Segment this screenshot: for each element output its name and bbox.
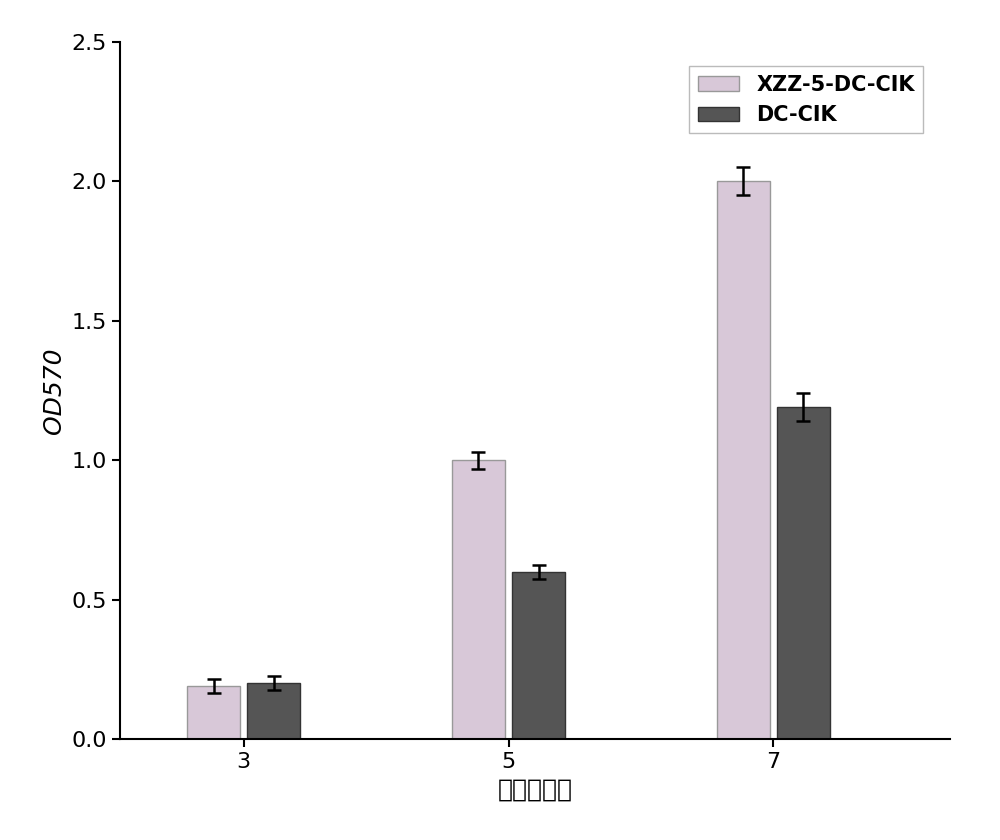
Bar: [777, 407, 830, 739]
X-axis label: 时间（天）: 时间（天）: [498, 778, 572, 802]
Legend: XZZ-5-DC-CIK, DC-CIK: XZZ-5-DC-CIK, DC-CIK: [689, 66, 923, 134]
Bar: [247, 684, 300, 739]
Bar: [512, 572, 565, 739]
Bar: [452, 460, 505, 739]
Bar: [717, 181, 770, 739]
Bar: [187, 686, 240, 739]
Y-axis label: OD570: OD570: [42, 348, 66, 433]
